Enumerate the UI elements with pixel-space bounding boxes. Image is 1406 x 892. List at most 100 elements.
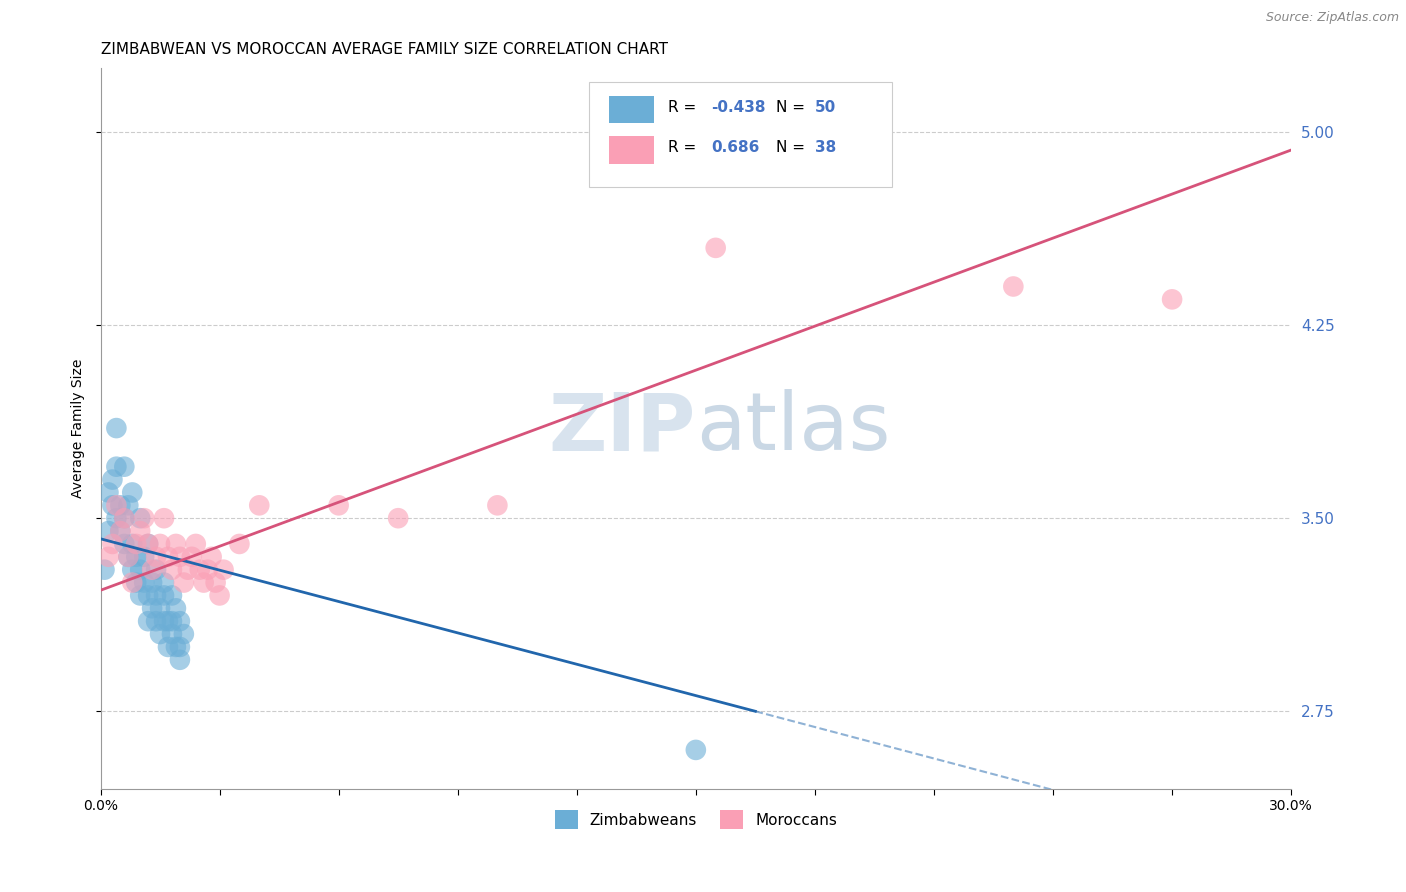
Point: [228, 537, 250, 551]
Point: [112, 537, 135, 551]
Point: [153, 614, 176, 628]
Point: [169, 653, 191, 667]
Y-axis label: Average Family Size: Average Family Size: [72, 359, 86, 498]
Point: [173, 575, 195, 590]
Text: N =: N =: [776, 140, 810, 155]
Point: [110, 499, 132, 513]
Point: [169, 549, 191, 564]
FancyBboxPatch shape: [609, 136, 654, 163]
Point: [1161, 293, 1184, 307]
Point: [101, 499, 124, 513]
Point: [121, 563, 143, 577]
Point: [121, 575, 143, 590]
Point: [145, 563, 167, 577]
Point: [141, 563, 163, 577]
Point: [328, 499, 350, 513]
Text: -0.438: -0.438: [711, 100, 766, 115]
Point: [97, 485, 120, 500]
Point: [160, 563, 183, 577]
Point: [136, 614, 159, 628]
Point: [121, 485, 143, 500]
Point: [153, 589, 176, 603]
Point: [112, 511, 135, 525]
Point: [153, 511, 176, 525]
Point: [105, 499, 128, 513]
FancyBboxPatch shape: [609, 95, 654, 123]
Point: [129, 511, 152, 525]
Point: [160, 614, 183, 628]
Point: [145, 549, 167, 564]
Point: [704, 241, 727, 255]
Point: [136, 589, 159, 603]
Point: [188, 563, 211, 577]
Point: [129, 524, 152, 538]
Point: [110, 524, 132, 538]
Point: [97, 549, 120, 564]
Point: [149, 601, 172, 615]
Text: atlas: atlas: [696, 389, 890, 467]
Point: [149, 537, 172, 551]
Point: [180, 549, 202, 564]
Point: [160, 627, 183, 641]
Point: [101, 537, 124, 551]
Text: N =: N =: [776, 100, 810, 115]
Point: [156, 549, 179, 564]
Point: [97, 524, 120, 538]
Point: [112, 511, 135, 525]
Point: [193, 575, 215, 590]
Point: [105, 421, 128, 435]
Point: [201, 549, 224, 564]
Point: [197, 563, 219, 577]
Point: [105, 459, 128, 474]
Point: [156, 614, 179, 628]
Text: Source: ZipAtlas.com: Source: ZipAtlas.com: [1265, 11, 1399, 24]
Text: ZIMBABWEAN VS MOROCCAN AVERAGE FAMILY SIZE CORRELATION CHART: ZIMBABWEAN VS MOROCCAN AVERAGE FAMILY SI…: [100, 42, 668, 57]
Text: ZIP: ZIP: [548, 389, 696, 467]
Point: [141, 575, 163, 590]
Point: [125, 549, 148, 564]
Point: [136, 537, 159, 551]
Point: [177, 563, 200, 577]
Point: [117, 549, 139, 564]
Point: [121, 537, 143, 551]
Point: [134, 575, 156, 590]
Point: [212, 563, 235, 577]
Point: [112, 459, 135, 474]
Point: [125, 537, 148, 551]
Legend: Zimbabweans, Moroccans: Zimbabweans, Moroccans: [548, 804, 844, 835]
Point: [101, 473, 124, 487]
Point: [184, 537, 207, 551]
Point: [156, 640, 179, 654]
Point: [486, 499, 509, 513]
Point: [165, 601, 187, 615]
Point: [169, 614, 191, 628]
Point: [165, 537, 187, 551]
Point: [134, 549, 156, 564]
Point: [1002, 279, 1025, 293]
Point: [129, 589, 152, 603]
Point: [247, 499, 270, 513]
Point: [165, 640, 187, 654]
Point: [134, 511, 156, 525]
Point: [173, 627, 195, 641]
Text: 50: 50: [815, 100, 837, 115]
Point: [160, 589, 183, 603]
Point: [145, 614, 167, 628]
Point: [105, 511, 128, 525]
Point: [125, 575, 148, 590]
Text: 38: 38: [815, 140, 837, 155]
Point: [117, 549, 139, 564]
Point: [204, 575, 226, 590]
Point: [149, 627, 172, 641]
Point: [117, 499, 139, 513]
Point: [387, 511, 409, 525]
Text: R =: R =: [668, 100, 702, 115]
Text: 0.686: 0.686: [711, 140, 759, 155]
FancyBboxPatch shape: [589, 82, 893, 186]
Point: [208, 589, 231, 603]
Point: [136, 537, 159, 551]
Point: [145, 589, 167, 603]
Point: [153, 575, 176, 590]
Point: [93, 563, 115, 577]
Text: R =: R =: [668, 140, 706, 155]
